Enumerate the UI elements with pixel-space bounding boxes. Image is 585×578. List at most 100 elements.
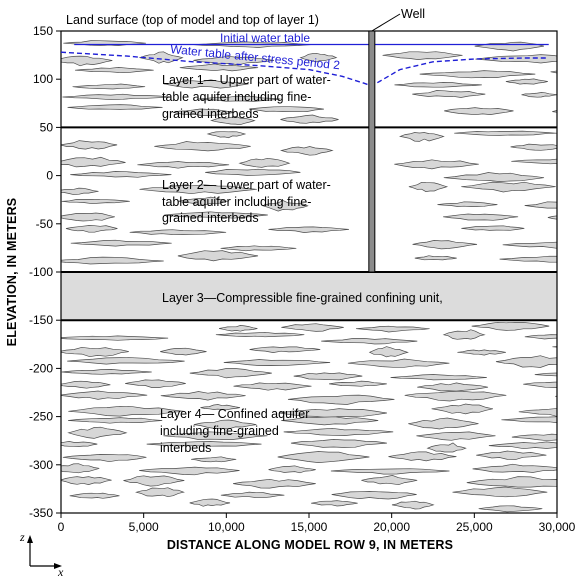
interbed-lens: [191, 456, 237, 463]
interbed-lens: [220, 245, 297, 252]
interbed-lens: [61, 369, 152, 375]
y-tick-label: -350: [29, 506, 53, 520]
y-tick-label: 150: [33, 24, 53, 38]
interbed-lens: [164, 211, 268, 219]
layer-1-line-3: grained interbeds: [162, 107, 259, 121]
axes-direction-indicator: z x: [19, 530, 64, 578]
interbed-lens: [331, 491, 417, 500]
x-tick-label: 30,000: [539, 520, 576, 534]
interbed-lens: [233, 478, 316, 489]
layer-1-line-2: table aquifer including fine-: [162, 90, 311, 104]
interbed-lens: [125, 379, 186, 388]
interbed-lens: [160, 347, 207, 356]
interbed-lens: [70, 239, 172, 247]
interbed-lens: [518, 408, 557, 417]
confining-unit: [61, 272, 557, 321]
layer-4-line-2: including fine-grained: [160, 424, 279, 438]
y-tick-label: -150: [29, 313, 53, 327]
interbed-lens: [281, 416, 379, 426]
interbed-lens: [471, 321, 550, 331]
interbed-lens: [67, 426, 128, 439]
layer-2-line-3: grained interbeds: [162, 211, 259, 225]
interbed-lens: [558, 226, 585, 234]
x-tick-label: 5,000: [129, 520, 159, 534]
interbed-lens: [67, 104, 163, 110]
interbed-lens: [61, 441, 98, 447]
y-tick-label: 100: [33, 72, 53, 86]
x-arrow-head: [54, 563, 62, 569]
layer-2-line-1: Layer 2— Lower part of water-: [162, 178, 331, 192]
layer-4-label: Layer 4— Confined aquifer including fine…: [160, 407, 309, 455]
interbed-lens: [178, 196, 229, 206]
interbed-lens: [70, 171, 172, 178]
layer-2-line-2: table aquifer including fine-: [162, 195, 311, 209]
interbed-lens: [321, 338, 418, 345]
interbed-lens: [461, 181, 556, 193]
interbed-lens: [426, 442, 467, 453]
interbed-lens: [454, 130, 557, 136]
interbed-lens: [488, 441, 557, 450]
y-tick-label: -50: [36, 217, 54, 231]
interbed-lens: [262, 200, 309, 212]
interbed-lens: [123, 475, 185, 487]
interbed-lens: [198, 95, 281, 102]
interbed-lens: [61, 476, 112, 485]
y-tick-label: -300: [29, 458, 53, 472]
y-tick-label: 50: [40, 120, 54, 134]
layer-3-label: Layer 3—Compressible fine-grained confin…: [162, 291, 443, 305]
interbed-lens: [412, 240, 478, 250]
interbed-lens: [279, 408, 387, 418]
interbed-lens: [163, 431, 268, 440]
interbed-lens: [238, 157, 291, 168]
interbed-lens: [524, 201, 557, 209]
interbed-lens: [72, 83, 146, 90]
interbed-lens: [472, 463, 557, 473]
layer-4-line-3: interbeds: [160, 441, 211, 455]
interbed-lens: [404, 390, 507, 402]
interbed-lens: [534, 372, 557, 377]
interbed-lens: [189, 498, 231, 507]
x-tick-label: 25,000: [456, 520, 493, 534]
interbed-lens: [61, 390, 148, 400]
interbed-lens: [478, 505, 543, 513]
y-tick-label: -200: [29, 361, 53, 375]
interbed-lens: [552, 110, 557, 113]
interbed-lens: [135, 487, 185, 498]
interbed-lens: [561, 501, 585, 506]
interbed-lens: [268, 226, 349, 233]
interbed-lens: [452, 486, 548, 498]
interbed-lens: [466, 476, 557, 488]
interbed-lens: [521, 92, 557, 98]
interbed-lens: [461, 225, 525, 231]
interbed-lens: [61, 346, 129, 358]
interbed-lens: [391, 500, 435, 510]
interbed-lens: [523, 381, 557, 388]
layer-1-line-1: Layer 1— Upper part of water-: [162, 73, 331, 87]
x-tick-label: 15,000: [291, 520, 328, 534]
y-tick-label: 0: [46, 169, 53, 183]
interbed-lens: [524, 334, 557, 340]
interbed-lens: [437, 201, 498, 207]
interbed-lens: [475, 54, 557, 64]
interbed-lens: [138, 51, 184, 64]
interbed-lens: [205, 168, 301, 176]
interbed-lens: [499, 255, 557, 263]
x-indicator-label: x: [57, 565, 64, 578]
x-axis: 0 5,000 10,000 15,000 20,000 25,000 30,000: [58, 513, 576, 534]
layer-1-label: Layer 1— Upper part of water- table aqui…: [162, 73, 331, 121]
interbed-lens: [61, 55, 113, 67]
interbed-lens: [555, 395, 557, 397]
interbed-lens: [172, 108, 235, 116]
interbed-lens: [390, 374, 487, 381]
interbed-lens: [511, 433, 557, 441]
interbed-lens: [347, 358, 450, 368]
interbed-lens: [220, 491, 285, 499]
interbed-lens: [160, 391, 246, 401]
interbed-lens: [501, 416, 557, 424]
interbed-lens: [61, 198, 130, 205]
interbed-lens: [139, 466, 240, 476]
interbed-lens: [154, 141, 251, 152]
interbed-lens: [505, 78, 548, 85]
interbed-lens: [283, 427, 394, 436]
